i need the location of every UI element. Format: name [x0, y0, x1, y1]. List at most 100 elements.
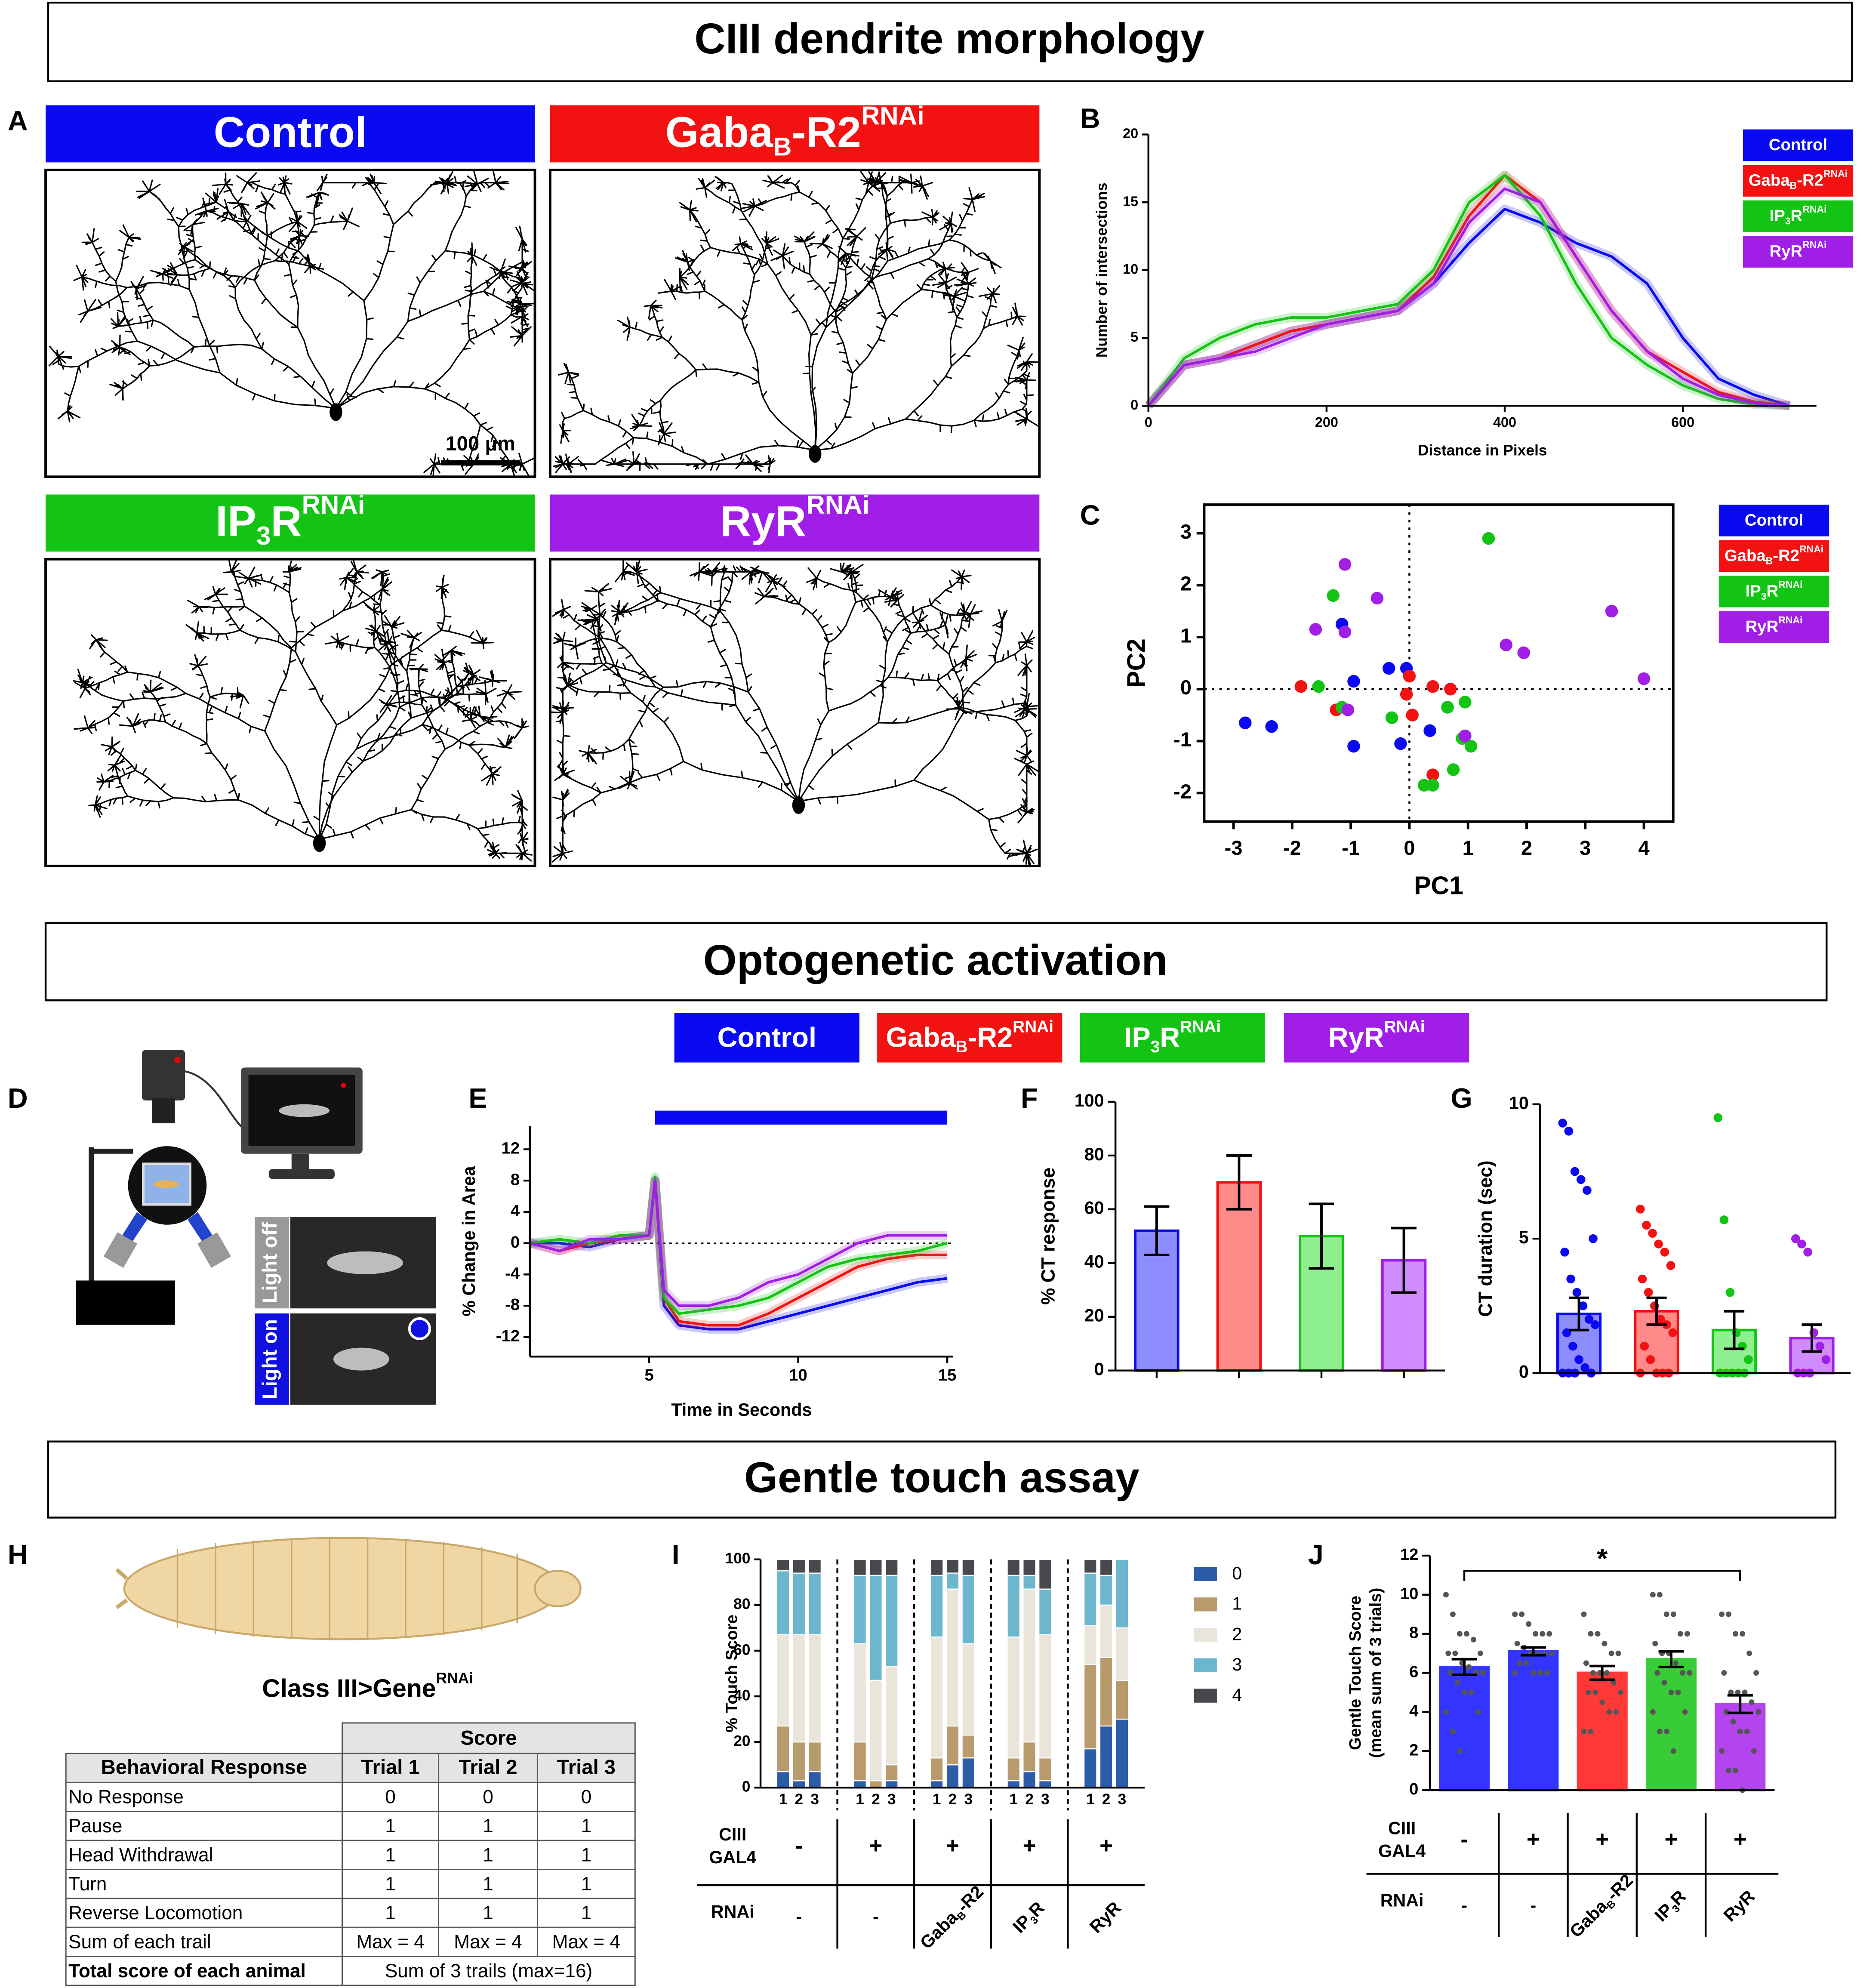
x-axis-label: Distance in Pixels	[1418, 442, 1547, 459]
data-point	[1470, 1637, 1476, 1643]
bar-segment	[1115, 1680, 1129, 1720]
data-point	[1604, 1670, 1610, 1676]
bar-segment	[808, 1572, 822, 1635]
row-label: GAL4	[1378, 1841, 1426, 1861]
led	[103, 1232, 138, 1268]
group-header-label: RyRRNAi	[720, 490, 869, 546]
x-tick-label: 3	[887, 1791, 896, 1808]
legend-label: IP3RRNAi	[1124, 1018, 1221, 1057]
data-point	[1654, 1670, 1660, 1676]
table-header-cell	[438, 1753, 538, 1783]
data-point	[1581, 1611, 1587, 1617]
text-part: Control	[1769, 136, 1827, 154]
text-part: 3	[1785, 216, 1791, 227]
y-axis-label: Gentle Touch Score	[1346, 1596, 1364, 1750]
legend-swatch	[1194, 1689, 1217, 1703]
bar-segment	[792, 1741, 806, 1781]
data-point	[1457, 1631, 1463, 1637]
section-title: CIII dendrite morphology	[694, 15, 1204, 63]
x-tick-label: 15	[938, 1366, 957, 1384]
y-tick-label: 40	[733, 1687, 750, 1704]
y-tick-label: 0	[1409, 1780, 1418, 1798]
error-bar	[1520, 1646, 1546, 1657]
data-point	[1443, 1709, 1449, 1715]
soma	[809, 445, 822, 463]
text-part: -R2	[791, 108, 861, 157]
scatter-point	[1239, 716, 1252, 730]
data-point	[1516, 1660, 1522, 1666]
scatter-point	[1309, 623, 1322, 636]
y-tick-label: 0	[1094, 1359, 1104, 1379]
scatter-point	[1294, 680, 1308, 693]
series-line	[1147, 174, 1790, 407]
text-part: Control	[214, 108, 367, 157]
bar-segment	[945, 1764, 960, 1788]
larva-on-screen	[279, 1104, 330, 1117]
table-header: Score	[460, 1726, 517, 1749]
data-point	[1512, 1611, 1518, 1617]
bar-segment	[1007, 1575, 1021, 1638]
data-point	[1566, 1274, 1576, 1284]
table-cell	[342, 1956, 636, 1986]
y-tick-label: 5	[1519, 1227, 1529, 1247]
y-axis-label: % CT response	[1038, 1168, 1059, 1305]
cable	[185, 1070, 244, 1129]
row-label: RNAi	[711, 1902, 755, 1922]
plot-frame	[1203, 503, 1675, 823]
panel-label: H	[8, 1539, 28, 1570]
y-tick-label: 12	[1400, 1545, 1419, 1564]
bar-segment	[853, 1643, 867, 1743]
x-tick-label: 1	[933, 1791, 941, 1808]
data-point	[1568, 1341, 1577, 1351]
table-cell-text: Turn	[68, 1874, 107, 1895]
panel-label: A	[8, 105, 28, 136]
row-label: GAL4	[709, 1847, 756, 1867]
data-point	[1650, 1709, 1656, 1715]
bar-segment	[853, 1575, 867, 1645]
error-bar	[1568, 1296, 1589, 1331]
data-point	[1549, 1650, 1555, 1656]
data-point	[1677, 1631, 1683, 1637]
scatter-point	[1406, 709, 1419, 721]
data-point	[1526, 1621, 1532, 1627]
text-part: Gaba	[665, 108, 773, 157]
section-title: Gentle touch assay	[744, 1454, 1139, 1502]
bar-segment	[961, 1734, 976, 1759]
larva-body	[123, 1537, 561, 1640]
data-point	[1668, 1328, 1678, 1338]
data-point	[1574, 1355, 1583, 1364]
bar	[1439, 1665, 1490, 1792]
stage	[142, 1162, 191, 1206]
bar-segment	[792, 1572, 806, 1635]
x-tick-label: 2	[1025, 1791, 1034, 1808]
data-point	[1558, 1119, 1568, 1128]
panel-label: F	[1021, 1082, 1038, 1114]
dendrite-tracing	[550, 558, 1039, 866]
section-box	[47, 1440, 1837, 1519]
bar-segment	[808, 1741, 822, 1772]
text-part: R	[1160, 1022, 1180, 1053]
bar-segment	[1022, 1575, 1036, 1590]
scatter-point	[1482, 532, 1495, 545]
bar-segment	[808, 1559, 822, 1574]
bar-segment	[1099, 1657, 1113, 1727]
stage-larva	[153, 1180, 179, 1188]
error-bar	[1589, 1664, 1615, 1681]
scatter-point	[1444, 683, 1457, 696]
text-part: RNAi	[1180, 1018, 1221, 1036]
data-point	[1661, 1680, 1667, 1686]
legend-label: 2	[1232, 1624, 1242, 1644]
text-part: -	[796, 1907, 802, 1927]
legend-swatch	[1718, 540, 1829, 572]
data-point	[1719, 1748, 1725, 1754]
light-off-tag	[255, 1217, 289, 1309]
scatter-point	[1382, 662, 1395, 675]
data-point	[1584, 1315, 1594, 1324]
table-cell	[65, 1956, 343, 1986]
bar-segment	[1007, 1559, 1021, 1576]
data-point	[1662, 1320, 1671, 1329]
data-point	[1656, 1315, 1665, 1324]
text-part: RNAi	[806, 490, 869, 519]
data-point	[1668, 1689, 1674, 1695]
panel-label: D	[8, 1082, 28, 1114]
